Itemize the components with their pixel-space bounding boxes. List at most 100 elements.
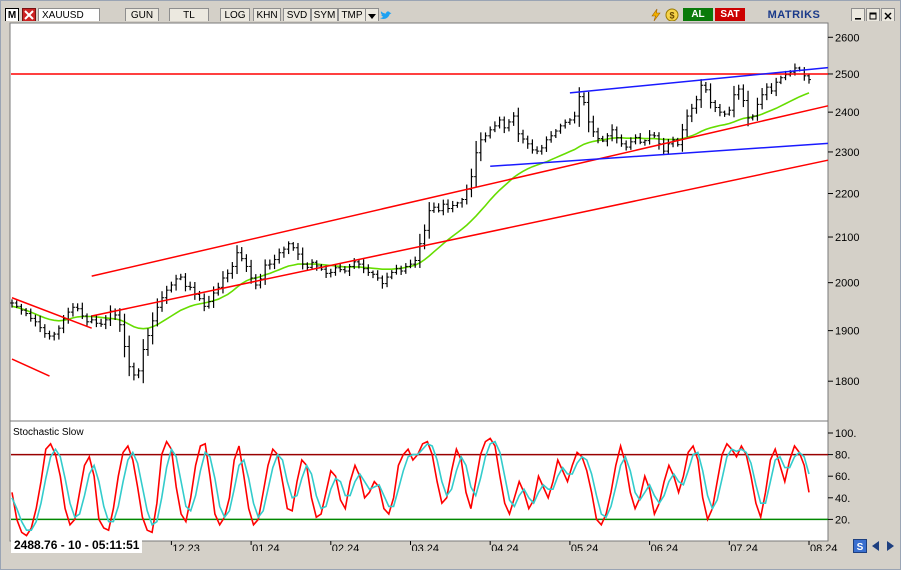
price-bar	[431, 202, 436, 213]
price-bar	[38, 315, 43, 333]
price-bar	[24, 308, 29, 317]
price-bar	[530, 139, 535, 154]
stochastic-pane[interactable]	[9, 420, 829, 542]
price-bar	[572, 111, 577, 124]
dropdown-icon[interactable]	[365, 8, 379, 22]
close-window-icon[interactable]	[881, 8, 895, 22]
tmp-button[interactable]: TMP	[338, 8, 366, 22]
trendline[interactable]	[490, 142, 829, 168]
price-bar	[183, 273, 188, 292]
price-bar	[56, 325, 61, 340]
price-bar	[521, 129, 526, 144]
price-bar	[150, 312, 155, 345]
price-bar	[506, 119, 511, 132]
price-bar	[610, 124, 615, 142]
price-bar	[155, 298, 160, 327]
buy-button[interactable]: AL	[683, 8, 713, 22]
currency-button[interactable]: TL	[169, 8, 209, 22]
price-bar	[713, 100, 718, 113]
symbol-field[interactable]: XAUUSD	[38, 8, 100, 22]
sym-button[interactable]: SYM	[311, 8, 338, 22]
price-bar	[488, 126, 493, 139]
price-bar	[596, 127, 601, 144]
price-bar	[760, 88, 765, 110]
stochastic-k-line	[11, 437, 810, 537]
price-bar	[28, 308, 33, 322]
period-button[interactable]: GUN	[125, 8, 159, 22]
price-bar	[549, 131, 554, 143]
price-bar	[638, 133, 643, 145]
price-bar	[727, 106, 732, 116]
price-tick-label: 2500	[835, 69, 859, 81]
price-bar	[731, 85, 736, 118]
close-icon[interactable]	[22, 8, 36, 22]
lightning-icon[interactable]	[649, 8, 663, 22]
price-bar	[127, 335, 132, 377]
price-bar	[455, 201, 460, 208]
currency-icon[interactable]: $	[665, 8, 679, 22]
price-bar	[460, 197, 465, 208]
sell-button[interactable]: SAT	[715, 8, 745, 22]
price-bar	[366, 264, 371, 276]
price-bar	[300, 247, 305, 270]
price-bar	[539, 144, 544, 155]
price-bar	[675, 137, 680, 147]
scroll-left-icon[interactable]	[869, 539, 883, 553]
price-bar	[685, 109, 690, 137]
price-bar	[755, 97, 760, 121]
trendline[interactable]	[569, 66, 829, 94]
price-bar	[699, 79, 704, 108]
svd-button[interactable]: SVD	[283, 8, 311, 22]
price-bar	[169, 281, 174, 293]
price-bar	[605, 133, 610, 147]
trendline[interactable]	[91, 159, 829, 317]
price-bar	[235, 245, 240, 275]
price-bar	[478, 132, 483, 162]
toolbar: M XAUUSD GUN TL LOG KHN SVD SYM TMP $ AL…	[3, 5, 898, 27]
logo: M	[5, 8, 19, 22]
price-bar	[642, 139, 647, 146]
price-bar	[741, 84, 746, 108]
price-bar	[131, 362, 136, 381]
stochastic-tick-label: 40.	[835, 493, 850, 505]
price-bar	[385, 272, 390, 288]
trendline[interactable]	[11, 297, 92, 329]
price-bar	[19, 303, 24, 315]
price-bar	[633, 134, 638, 145]
price-bar	[324, 265, 329, 278]
khn-button[interactable]: KHN	[253, 8, 281, 22]
price-bar	[370, 270, 375, 279]
trendline[interactable]	[91, 105, 829, 277]
minimize-icon[interactable]	[851, 8, 865, 22]
scroll-right-icon[interactable]	[883, 539, 897, 553]
price-bar	[85, 313, 90, 326]
chart-area[interactable]: Stochastic Slow 1800 1900 2000 2100 2200 2300…	[3, 21, 895, 555]
price-bar	[736, 84, 741, 100]
price-bar	[746, 90, 751, 127]
trendlines-layer	[11, 66, 829, 377]
status-bar: 2488.76 - 10 - 05:11:51 S	[3, 537, 898, 555]
stochastic-tick-label: 20.	[835, 514, 850, 526]
price-bar	[89, 315, 94, 324]
restore-icon[interactable]	[866, 8, 880, 22]
trendline[interactable]	[11, 358, 50, 377]
price-bar	[591, 115, 596, 137]
twitter-bird-icon[interactable]	[379, 8, 393, 22]
price-bar	[619, 134, 624, 147]
price-bar	[403, 263, 408, 274]
log-button[interactable]: LOG	[220, 8, 250, 22]
price-bar	[281, 246, 286, 258]
price-bar	[652, 132, 657, 138]
price-bar	[99, 318, 104, 327]
price-bar	[544, 136, 549, 152]
price-bar	[502, 116, 507, 134]
price-bar	[408, 259, 413, 269]
price-pane[interactable]	[9, 22, 829, 422]
sync-icon[interactable]: S	[853, 539, 867, 553]
price-bar	[249, 259, 254, 284]
price-bar	[577, 87, 582, 127]
price-bar	[553, 129, 558, 139]
price-bar	[708, 83, 713, 109]
price-bar	[647, 130, 652, 145]
